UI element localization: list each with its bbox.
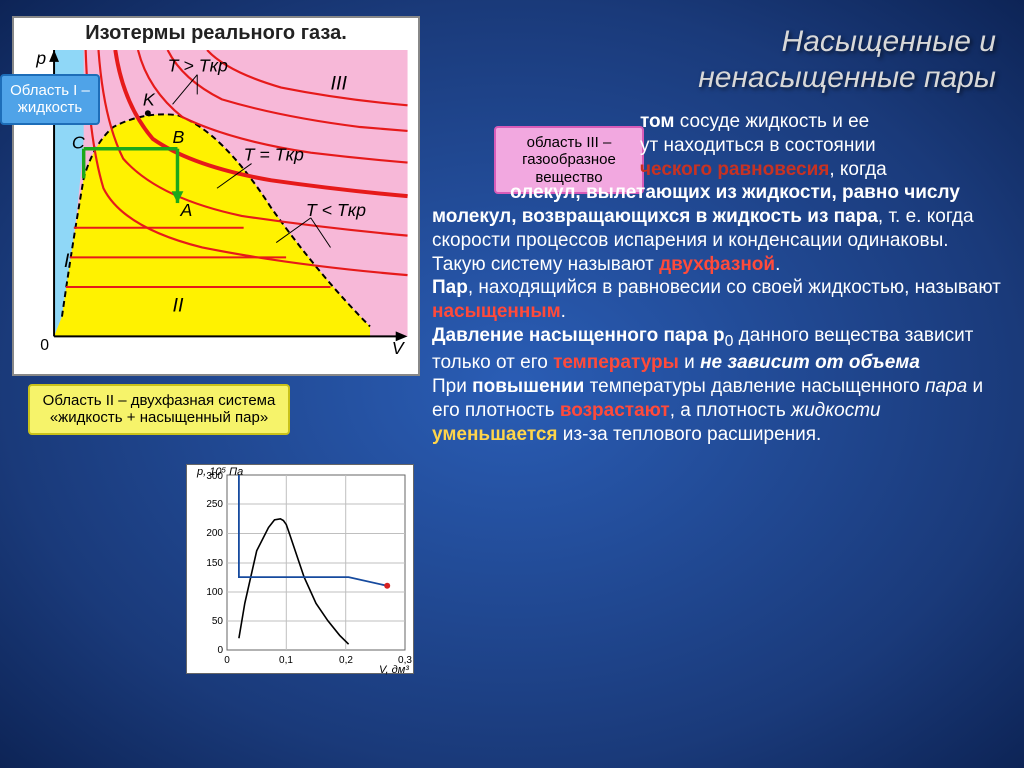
svg-text:0,2: 0,2 [339,655,353,666]
svg-text:T = Tкр: T = Tкр [244,145,304,165]
svg-text:V: V [392,338,406,358]
title-line2: ненасыщенные пары [698,60,996,96]
svg-text:p: p [35,50,46,68]
svg-text:A: A [179,200,192,220]
body-text: том сосуде жидкость и ее ут находиться в… [432,110,1002,446]
svg-text:100: 100 [206,587,223,598]
title-line1: Насыщенные и [698,24,996,60]
svg-text:B: B [173,127,185,147]
callout-region2: Область II – двухфазная система «жидкост… [28,384,290,435]
svg-text:0: 0 [224,655,230,666]
svg-text:250: 250 [206,499,223,510]
callout1-text: Область I – жидкость [10,82,90,116]
svg-text:C: C [72,133,85,153]
svg-text:0: 0 [40,337,49,354]
callout2-text: Область II – двухфазная система «жидкост… [43,392,276,426]
svg-text:II: II [173,295,184,317]
svg-text:0: 0 [217,645,223,656]
svg-text:T < Tкр: T < Tкр [306,200,366,220]
small-chart: 0 50 100 150 200 250 300 0 0,1 0,2 0,3 p… [186,464,414,674]
svg-text:p, 10⁵ Па: p, 10⁵ Па [196,466,243,478]
small-chart-svg: 0 50 100 150 200 250 300 0 0,1 0,2 0,3 p… [187,465,415,675]
chart-title: Изотермы реального газа. [14,22,418,45]
svg-text:I: I [64,250,70,272]
svg-text:200: 200 [206,528,223,539]
svg-text:50: 50 [212,616,224,627]
slide-title: Насыщенные и ненасыщенные пары [698,24,996,96]
svg-text:0,1: 0,1 [279,655,293,666]
svg-text:K: K [143,89,156,109]
svg-text:150: 150 [206,558,223,569]
svg-text:III: III [331,72,348,94]
svg-text:V, дм³: V, дм³ [379,664,409,675]
callout-region1: Область I – жидкость [0,74,100,125]
svg-text:T > Tкр: T > Tкр [168,56,228,76]
isotherm-chart: Изотермы реального газа. [12,16,420,376]
